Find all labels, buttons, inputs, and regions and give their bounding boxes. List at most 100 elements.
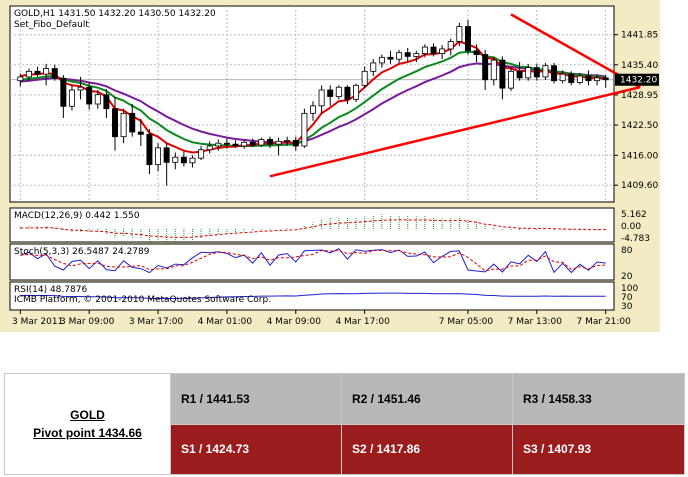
- price-tick-label: 1441.85: [621, 31, 658, 41]
- candle-body: [525, 67, 532, 79]
- candle-body: [353, 84, 360, 100]
- candle-body: [155, 147, 162, 166]
- pivot-point-label: Pivot point 1434.66: [33, 426, 142, 440]
- candle-body: [137, 131, 144, 135]
- indicator-label: Stoch(5,3,3) 26.5487 24.2789: [14, 247, 150, 257]
- indicator-tick-label: -4.783: [621, 234, 650, 244]
- candle-body: [172, 156, 179, 163]
- candle-body: [559, 73, 566, 82]
- candle-body: [232, 143, 239, 147]
- indicator-tick-label: 0.00: [621, 222, 641, 232]
- chart-header-line1: GOLD,H1 1431.50 1432.20 1430.50 1432.20: [14, 9, 216, 19]
- candle-body: [482, 54, 489, 81]
- candle-body: [413, 53, 420, 57]
- candle-body: [189, 157, 196, 164]
- candle-body: [86, 86, 93, 105]
- candle-body: [447, 41, 454, 50]
- candle-body: [361, 70, 368, 86]
- candle-body: [421, 46, 428, 54]
- candle-body: [327, 89, 334, 97]
- candle-body: [275, 140, 282, 145]
- candle-body: [602, 77, 609, 81]
- candle-body: [34, 70, 41, 75]
- time-tick-label: 4 Mar 01:00: [198, 317, 253, 327]
- candle-body: [516, 70, 523, 79]
- candle-body: [112, 108, 118, 138]
- indicator-tick-label: 70: [621, 293, 633, 303]
- time-tick-label: 4 Mar 09:00: [267, 317, 322, 327]
- candle-body: [266, 139, 273, 145]
- candle-body: [344, 86, 351, 100]
- moving-average-ma-mid: [20, 50, 606, 147]
- price-tick-label: 1435.40: [621, 61, 658, 71]
- candle-body: [77, 86, 84, 91]
- stoch-signal-line: [20, 249, 606, 272]
- candle-body: [310, 105, 316, 114]
- candle-body: [585, 75, 592, 82]
- candle-body: [198, 149, 205, 159]
- pivot-table: GOLD Pivot point 1434.66 R1 / 1441.53 R2…: [4, 373, 685, 475]
- chart-canvas: 1441.85 1435.40 1428.95 1422.50 1416.00 1409.…: [9, 5, 659, 327]
- time-tick-label: 7 Mar 21:00: [577, 317, 632, 327]
- candle-body: [301, 112, 308, 147]
- candle-body: [551, 65, 558, 82]
- candle-body: [292, 139, 299, 147]
- price-tick-label: 1409.60: [621, 181, 658, 191]
- pivot-symbol: GOLD: [70, 408, 105, 422]
- chart-panel: 1441.85 1435.40 1428.95 1422.50 1416.00 1409.…: [0, 0, 660, 332]
- candle-body: [120, 112, 127, 138]
- chart-header-line2: Set_Fibo_Default: [14, 20, 89, 30]
- rsi-line: [20, 292, 606, 300]
- moving-average-ma-slow: [20, 62, 606, 145]
- candle-body: [206, 145, 213, 151]
- candle-body: [473, 50, 480, 55]
- candle-body: [25, 70, 32, 78]
- s2-cell: S2 / 1417.86: [341, 423, 513, 475]
- indicator-lines: [19, 214, 607, 300]
- trend-line: [269, 85, 641, 178]
- candle-body: [439, 48, 446, 55]
- candle-body: [499, 59, 506, 89]
- candle-body: [215, 142, 222, 147]
- candle-body: [129, 112, 136, 133]
- candle-body: [223, 142, 230, 145]
- candle-body: [318, 89, 325, 107]
- candle-body: [464, 26, 471, 52]
- candle-body: [568, 73, 575, 83]
- candle-body: [60, 77, 67, 107]
- s1-cell: S1 / 1424.73: [170, 423, 342, 475]
- indicator-tick-label: 30: [621, 302, 633, 312]
- candle-body: [241, 141, 248, 147]
- candle-body: [43, 68, 50, 75]
- current-price-box: [615, 73, 659, 86]
- candle-body: [68, 89, 75, 107]
- candle-body: [370, 62, 377, 72]
- candle-body: [508, 70, 514, 89]
- price-tick-label: 1422.50: [621, 121, 658, 131]
- candle-body: [163, 147, 170, 163]
- candle-body: [430, 46, 437, 54]
- indicator-label: MACD(12,26,9) 0.442 1.550: [14, 211, 140, 221]
- time-tick-label: 7 Mar 13:00: [508, 317, 563, 327]
- time-tick-label: 3 Mar 17:00: [129, 317, 184, 327]
- r2-cell: R2 / 1451.46: [341, 373, 513, 425]
- candle-body: [335, 86, 342, 97]
- candle-body: [576, 75, 583, 83]
- indicator-tick-label: 100: [621, 284, 638, 294]
- candle-body: [490, 59, 497, 81]
- indicator-tick-label: 5.162: [621, 210, 647, 220]
- r1-cell: R1 / 1441.53: [170, 373, 342, 425]
- candle-body: [387, 56, 394, 60]
- time-tick-label: 7 Mar 05:00: [439, 317, 494, 327]
- candle-body: [378, 56, 385, 64]
- indicator-label: RSI(14) 48.7876: [14, 285, 87, 295]
- support-row: S1 / 1424.73 S2 / 1417.86 S3 / 1407.93: [5, 423, 685, 475]
- current-price-label: 1432.20: [620, 76, 657, 86]
- axis-labels: 1441.85 1435.40 1428.95 1422.50 1416.00 1409.…: [12, 31, 659, 327]
- candle-body: [249, 141, 256, 146]
- candle-body: [103, 94, 110, 110]
- pivot-symbol-cell: GOLD Pivot point 1434.66: [4, 373, 171, 475]
- time-tick-label: 4 Mar 17:00: [335, 317, 390, 327]
- resistance-row: GOLD Pivot point 1434.66 R1 / 1441.53 R2…: [4, 373, 685, 475]
- copyright-label: ICMB Platform, © 2001-2010 MetaQuotes So…: [14, 295, 271, 305]
